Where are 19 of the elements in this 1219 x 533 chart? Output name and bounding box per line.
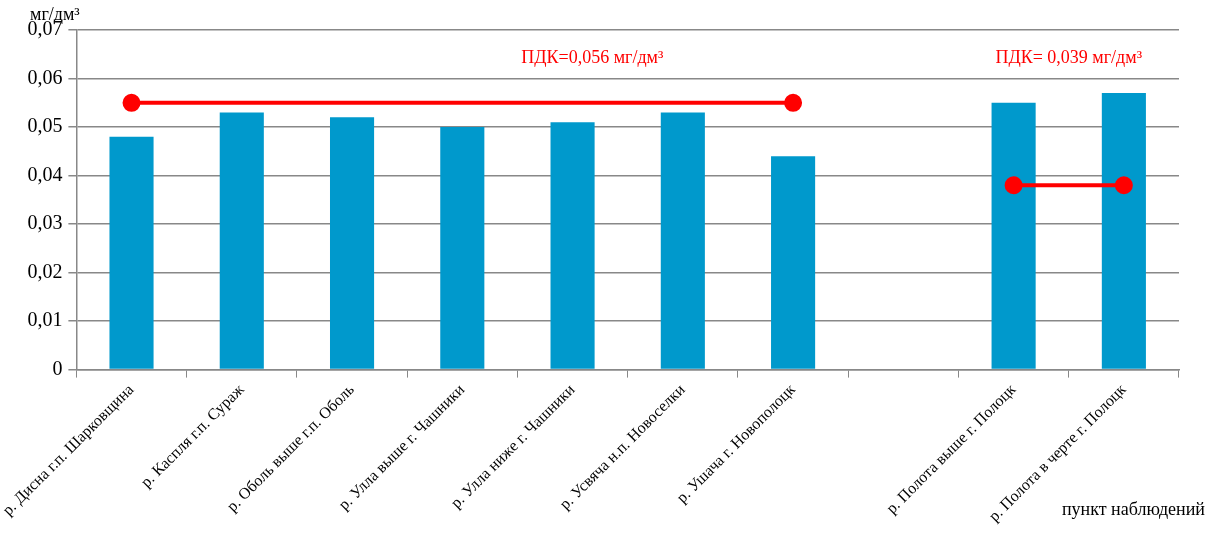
y-tick-label: 0,02 [27, 259, 63, 282]
y-tick-label: 0,03 [27, 211, 63, 234]
y-tick-label: 0 [52, 356, 63, 379]
bar [771, 156, 816, 369]
bar [660, 112, 705, 369]
bar [329, 117, 375, 369]
y-tick-label: 0,06 [27, 65, 63, 88]
bar [1101, 93, 1146, 369]
annotation: ПДК= 0,039 мг/дм³ [995, 46, 1143, 67]
annotation: ПДК=0,056 мг/дм³ [521, 46, 664, 67]
bar [109, 136, 154, 369]
bar [550, 122, 595, 369]
y-tick-label: 0,04 [27, 162, 63, 185]
y-tick-label: 0,05 [27, 114, 63, 137]
bar [991, 102, 1036, 369]
y-tick-label: 0,01 [27, 308, 63, 331]
bar [440, 127, 485, 369]
x-axis-title: пункт наблюдений [1061, 498, 1206, 519]
bar [219, 112, 264, 369]
